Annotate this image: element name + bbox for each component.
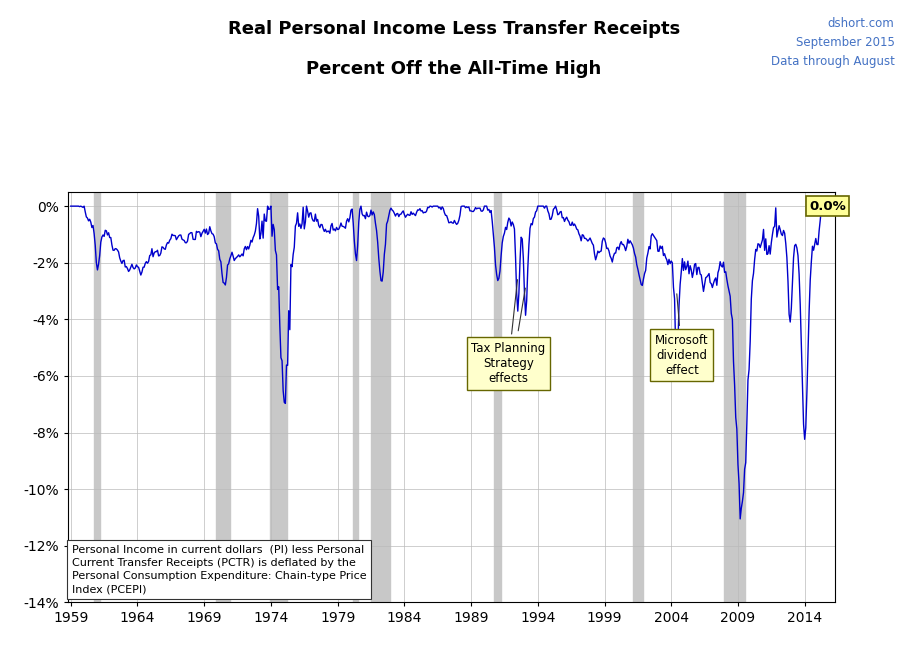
Text: 0.0%: 0.0% — [809, 200, 845, 213]
Bar — [94, 192, 100, 602]
Text: Percent Off the All-Time High: Percent Off the All-Time High — [306, 60, 602, 77]
Bar — [270, 192, 287, 602]
Bar — [634, 192, 644, 602]
Text: dshort.com
September 2015
Data through August: dshort.com September 2015 Data through A… — [771, 17, 894, 68]
Text: Personal Income in current dollars  (PI) less Personal
Current Transfer Receipts: Personal Income in current dollars (PI) … — [72, 545, 367, 594]
Bar — [353, 192, 358, 602]
Text: Microsoft
dividend
effect: Microsoft dividend effect — [655, 294, 709, 377]
Text: Real Personal Income Less Transfer Receipts: Real Personal Income Less Transfer Recei… — [228, 20, 680, 38]
Bar — [724, 192, 745, 602]
Bar — [371, 192, 390, 602]
Text: Tax Planning
Strategy
effects: Tax Planning Strategy effects — [471, 279, 546, 385]
Bar — [495, 192, 501, 602]
Bar — [216, 192, 230, 602]
